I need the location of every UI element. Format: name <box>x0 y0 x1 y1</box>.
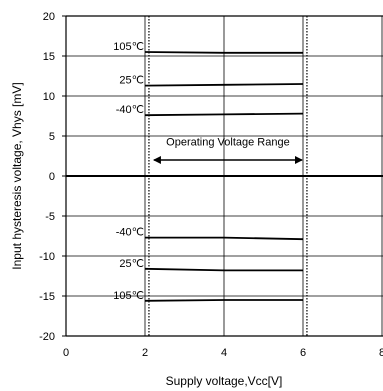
x-tick-label: 6 <box>300 347 306 359</box>
series-line <box>145 236 304 241</box>
series-line <box>144 112 304 117</box>
x-tick-label: 4 <box>221 347 227 359</box>
series-line <box>144 267 303 272</box>
y-tick-label: 10 <box>43 91 55 103</box>
y-tick-label: 20 <box>43 11 55 23</box>
y-axis-label: Input hysteresis voltage, Vhys [mV] <box>10 82 24 269</box>
annotation-layer: Operating Voltage Range <box>152 137 303 164</box>
series-label: -40℃ <box>116 104 144 116</box>
y-tick-label: 15 <box>43 51 55 63</box>
series-line <box>144 299 303 302</box>
x-tick-label: 8 <box>379 347 383 359</box>
x-tick-label: 2 <box>142 347 148 359</box>
grid-layer <box>66 15 383 337</box>
y-tick-label: -15 <box>39 291 55 303</box>
series-label: 25℃ <box>119 75 144 87</box>
y-tick-label: 5 <box>49 131 55 143</box>
series-label: 25℃ <box>119 258 144 270</box>
y-tick-label: -10 <box>39 251 55 263</box>
axis-layer: 20 15 10 5 0 -5 -10 -15 -20 0 2 4 6 8 <box>39 11 383 359</box>
series-line <box>144 51 303 54</box>
series-layer: 105℃ 25℃ -40℃ -40℃ 25℃ 105℃ <box>113 41 304 302</box>
x-tick-label: 0 <box>63 347 69 359</box>
label-layer: Supply voltage,Vcc[V] Input hysteresis v… <box>10 82 282 388</box>
x-axis-label: Supply voltage,Vcc[V] <box>166 374 283 388</box>
y-tick-label: -5 <box>45 211 55 223</box>
series-label: 105℃ <box>113 41 144 53</box>
y-tick-label: -20 <box>39 331 55 343</box>
reference-lines <box>148 16 308 336</box>
series-label: 105℃ <box>113 290 144 302</box>
series-label: -40℃ <box>116 227 144 239</box>
operating-range-label: Operating Voltage Range <box>166 137 290 149</box>
y-tick-label: 0 <box>49 171 55 183</box>
series-line <box>144 83 304 87</box>
